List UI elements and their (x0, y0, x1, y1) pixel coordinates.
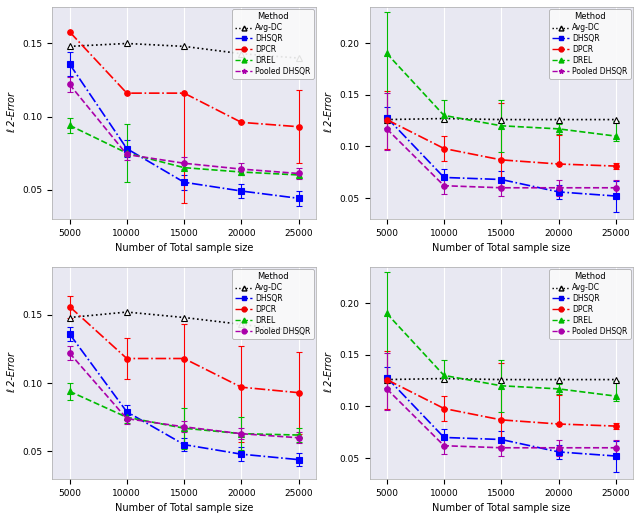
Legend: Avg-DC, DHSQR, DPCR, DREL, Pooled DHSQR: Avg-DC, DHSQR, DPCR, DREL, Pooled DHSQR (232, 9, 314, 79)
X-axis label: Number of Total sample size: Number of Total sample size (432, 503, 570, 513)
X-axis label: Number of Total sample size: Number of Total sample size (115, 243, 253, 253)
Y-axis label: ℓ 2-Error: ℓ 2-Error (324, 93, 334, 133)
Y-axis label: ℓ 2-Error: ℓ 2-Error (7, 353, 17, 393)
X-axis label: Number of Total sample size: Number of Total sample size (432, 243, 570, 253)
Legend: Avg-DC, DHSQR, DPCR, DREL, Pooled DHSQR: Avg-DC, DHSQR, DPCR, DREL, Pooled DHSQR (549, 9, 631, 79)
X-axis label: Number of Total sample size: Number of Total sample size (115, 503, 253, 513)
Legend: Avg-DC, DHSQR, DPCR, DREL, Pooled DHSQR: Avg-DC, DHSQR, DPCR, DREL, Pooled DHSQR (232, 269, 314, 339)
Legend: Avg-DC, DHSQR, DPCR, DREL, Pooled DHSQR: Avg-DC, DHSQR, DPCR, DREL, Pooled DHSQR (549, 269, 631, 339)
Y-axis label: ℓ 2-Error: ℓ 2-Error (7, 93, 17, 133)
Y-axis label: ℓ 2-Error: ℓ 2-Error (324, 353, 334, 393)
